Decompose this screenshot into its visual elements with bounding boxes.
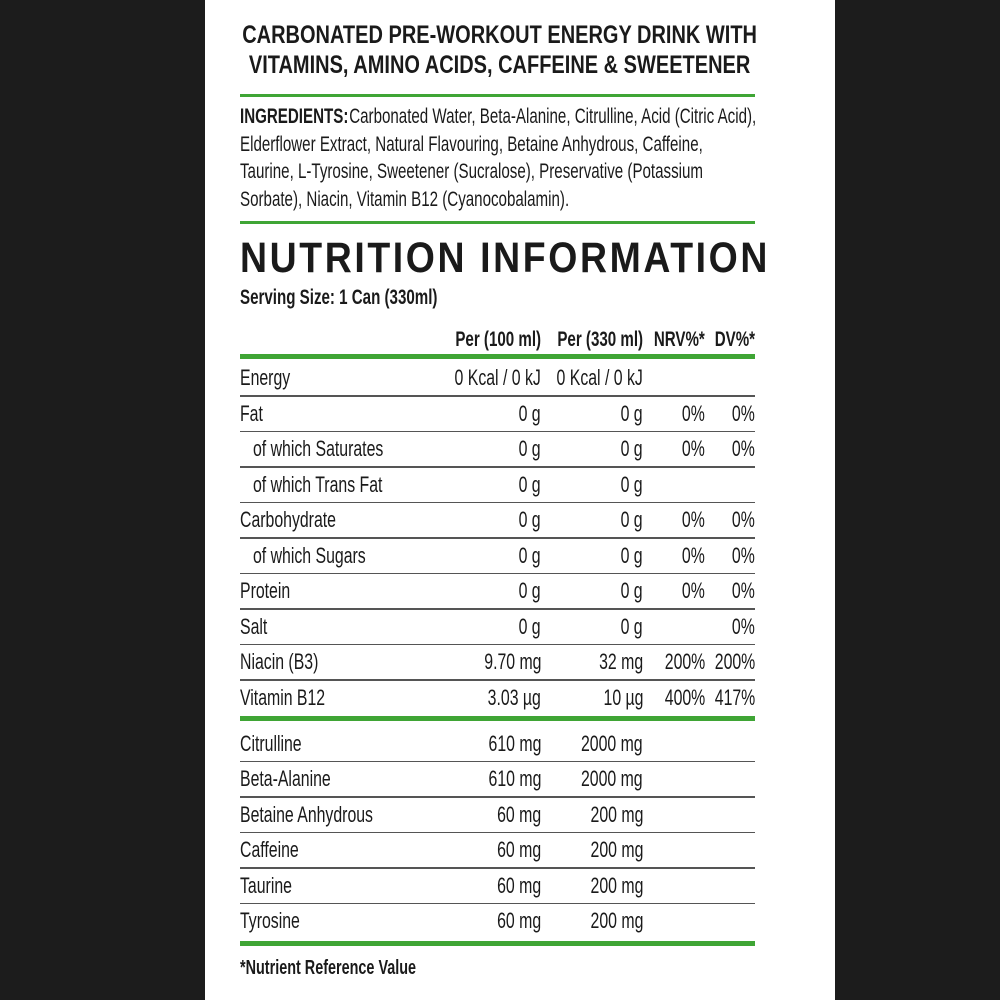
- cell-value: 610 mg: [488, 731, 541, 756]
- cell-value: 0 Kcal / 0 kJ: [556, 365, 643, 390]
- cell-value: 0%: [732, 507, 755, 532]
- column-header: NRV%*: [654, 328, 705, 351]
- cell-value: 60 mg: [496, 908, 541, 933]
- cell-value: 0 g: [518, 542, 541, 568]
- title-line: CARBONATED PRE-WORKOUT ENERGY DRINK WITH: [242, 21, 758, 49]
- cell-value: 200 mg: [590, 837, 643, 863]
- cell-value: 0 g: [620, 400, 643, 426]
- cell-value: 0%: [682, 436, 705, 461]
- row-label: Carbohydrate: [240, 507, 336, 532]
- divider: [240, 715, 755, 721]
- cell-value: 400%: [664, 684, 705, 710]
- cell-value: 2000 mg: [581, 766, 643, 792]
- cell-value: 0%: [732, 400, 755, 426]
- cell-value: 0 g: [518, 613, 541, 639]
- row-divider: [240, 501, 755, 503]
- title-line: VITAMINS, AMINO ACIDS, CAFFEINE & SWEETE…: [248, 51, 751, 79]
- cell-value: 60 mg: [496, 837, 541, 863]
- cell-value: 0 g: [620, 542, 643, 568]
- column-header: Per (100 ml): [455, 328, 541, 351]
- cell-value: 32 mg: [598, 649, 643, 674]
- row-label: Vitamin B12: [240, 684, 326, 710]
- footnote: *Nutrient Reference Value: [240, 957, 417, 979]
- row-divider: [240, 902, 755, 905]
- ingredients-text: Sorbate), Niacin, Vitamin B12 (Cyanocoba…: [240, 187, 570, 211]
- cell-value: 610 mg: [488, 766, 541, 792]
- row-label: Protein: [240, 578, 291, 603]
- row-label: Fat: [240, 400, 263, 426]
- row-divider: [240, 796, 755, 798]
- cell-value: 0%: [682, 542, 705, 568]
- cell-value: 0%: [732, 436, 755, 461]
- cell-value: 0 g: [620, 436, 643, 461]
- cell-value: 0 g: [518, 578, 541, 603]
- cell-value: 0 g: [620, 507, 643, 532]
- section-heading: NUTRITION INFORMATION: [240, 234, 771, 282]
- row-divider: [240, 430, 755, 432]
- cell-value: 0%: [682, 507, 705, 532]
- row-label: of which Saturates: [253, 436, 384, 461]
- cell-value: 9.70 mg: [483, 649, 541, 674]
- row-label: Energy: [240, 365, 291, 390]
- cell-value: 0 g: [620, 578, 643, 603]
- row-divider: [240, 572, 755, 574]
- cell-value: 0 Kcal / 0 kJ: [454, 365, 541, 390]
- ingredients-label: INGREDIENTS:: [240, 105, 349, 128]
- cell-value: 0 g: [518, 471, 541, 497]
- row-divider: [240, 831, 755, 834]
- row-label: Betaine Anhydrous: [240, 801, 373, 827]
- cell-value: 60 mg: [496, 801, 541, 827]
- ingredients-text: Elderflower Extract, Natural Flavouring,…: [240, 132, 703, 156]
- cell-value: 0 g: [518, 436, 541, 461]
- cell-value: 3.03 µg: [487, 684, 541, 710]
- row-divider: [240, 395, 755, 397]
- row-label: of which Sugars: [253, 542, 366, 568]
- cell-value: 0%: [732, 542, 755, 568]
- row-divider: [240, 608, 755, 610]
- ingredients-text: Carbonated Water, Beta-Alanine, Citrulli…: [345, 105, 757, 128]
- column-header: DV%*: [714, 328, 755, 351]
- cell-value: 0 g: [518, 507, 541, 532]
- cell-value: 200 mg: [590, 908, 643, 933]
- cell-value: 0 g: [620, 471, 643, 497]
- row-label: Beta-Alanine: [240, 766, 331, 792]
- cell-value: 200%: [664, 649, 705, 674]
- row-divider: [240, 643, 755, 645]
- row-divider: [240, 466, 755, 468]
- row-label: Taurine: [240, 872, 292, 898]
- serving-size: Serving Size: 1 Can (330ml): [240, 286, 438, 309]
- column-header: Per (330 ml): [557, 328, 643, 351]
- divider: [240, 940, 755, 946]
- ingredients-text: Taurine, L-Tyrosine, Sweetener (Sucralos…: [240, 160, 704, 183]
- row-divider: [240, 537, 755, 539]
- cell-value: 200 mg: [590, 872, 643, 898]
- cell-value: 200%: [714, 649, 755, 674]
- row-divider: [240, 760, 755, 763]
- cell-value: 417%: [714, 684, 755, 710]
- cell-value: 0%: [732, 613, 755, 639]
- row-label: Niacin (B3): [240, 649, 319, 674]
- row-label: Citrulline: [240, 731, 302, 756]
- row-divider: [240, 867, 755, 869]
- cell-value: 0%: [682, 578, 705, 603]
- cell-value: 10 µg: [603, 684, 643, 710]
- cell-value: 0 g: [620, 613, 643, 639]
- cell-value: 60 mg: [496, 872, 541, 898]
- cell-value: 200 mg: [590, 801, 643, 827]
- row-label: Salt: [240, 613, 268, 639]
- divider: [240, 353, 755, 359]
- cell-value: 0%: [682, 400, 705, 426]
- divider: [240, 220, 755, 224]
- row-label: Caffeine: [240, 837, 299, 863]
- cell-value: 0 g: [518, 400, 541, 426]
- cell-value: 0%: [732, 578, 755, 603]
- cell-value: 2000 mg: [581, 731, 643, 756]
- row-label: Tyrosine: [240, 908, 300, 933]
- label-panel: [205, 0, 835, 1000]
- divider: [240, 93, 755, 97]
- row-label: of which Trans Fat: [253, 471, 383, 497]
- row-divider: [240, 679, 755, 681]
